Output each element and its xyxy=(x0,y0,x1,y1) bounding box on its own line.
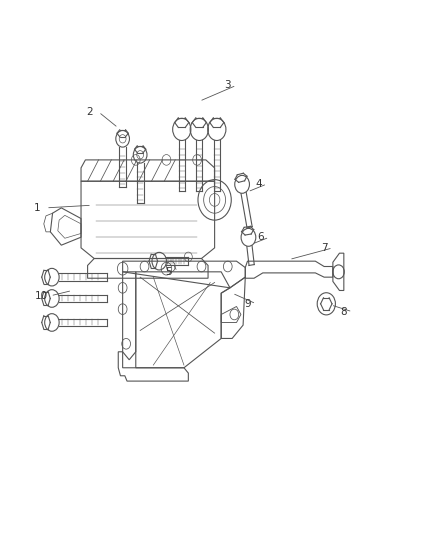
Text: 6: 6 xyxy=(257,232,264,242)
Text: 3: 3 xyxy=(224,80,231,90)
Text: 10: 10 xyxy=(35,291,48,301)
Text: 9: 9 xyxy=(244,299,251,309)
Text: 5: 5 xyxy=(165,267,172,277)
Text: 8: 8 xyxy=(340,307,347,317)
Text: 7: 7 xyxy=(321,243,328,253)
Text: 4: 4 xyxy=(255,179,262,189)
Text: 1: 1 xyxy=(34,203,41,213)
Text: 2: 2 xyxy=(86,107,93,117)
